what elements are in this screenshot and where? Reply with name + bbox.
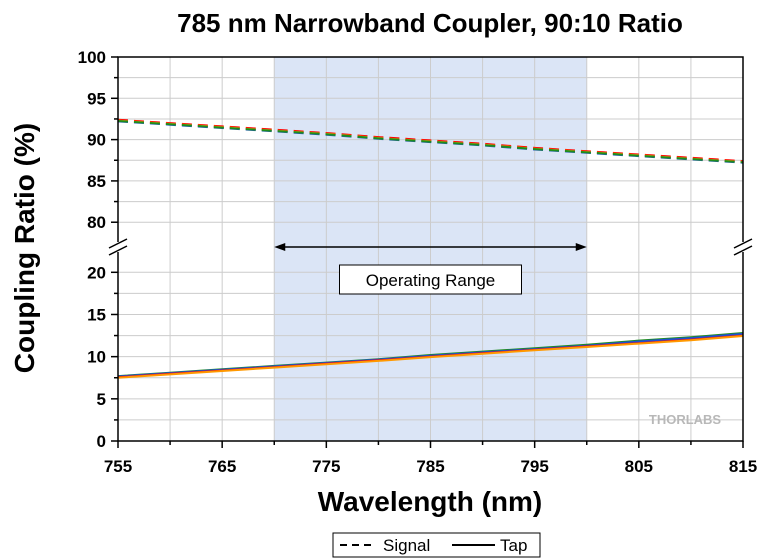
y-tick-label: 0: [97, 432, 106, 451]
operating-range-arrowhead-right: [575, 243, 587, 251]
legend-signal-label: Signal: [383, 536, 430, 555]
axis-break-slash: [733, 245, 753, 256]
y-tick-label: 90: [87, 131, 106, 150]
thorlabs-watermark: THORLABS: [649, 412, 722, 427]
tap-series-line: [117, 335, 744, 379]
axis-break-slash: [733, 238, 753, 249]
operating-range-arrowhead-left: [274, 243, 286, 251]
y-axis-title: Coupling Ratio (%): [9, 123, 40, 373]
grid-lines: [117, 56, 744, 442]
axis-ticks: 755 765 775 785 795 805 815 80 85 90 95 100 0 5 10 15 20: [78, 48, 758, 476]
chart-title: 785 nm Narrowband Coupler, 90:10 Ratio: [177, 8, 683, 38]
axis-break-gap: [109, 242, 127, 252]
series-layer: [117, 118, 744, 379]
x-tick-label: 765: [208, 457, 236, 476]
legend-tap-label: Tap: [500, 536, 527, 555]
x-tick-label: 795: [520, 457, 548, 476]
x-tick-label: 815: [729, 457, 757, 476]
y-tick-label: 95: [87, 89, 106, 108]
axis-break-slash: [108, 245, 128, 256]
axis-break-slash: [108, 238, 128, 249]
y-tick-label: 20: [87, 263, 106, 282]
operating-range-label-box: [339, 264, 522, 295]
y-tick-label: 5: [97, 390, 106, 409]
operating-range-annotation: Operating Range: [274, 243, 587, 295]
x-tick-label: 785: [416, 457, 444, 476]
y-tick-label: 100: [78, 48, 106, 67]
x-axis-title: Wavelength (nm): [318, 486, 543, 517]
y-tick-label: 10: [87, 348, 106, 367]
axis-break-marks: [108, 238, 753, 256]
x-tick-label: 755: [104, 457, 132, 476]
y-tick-label: 15: [87, 305, 106, 324]
operating-range-label: Operating Range: [366, 271, 495, 290]
y-tick-label: 85: [87, 172, 106, 191]
x-tick-label: 775: [312, 457, 340, 476]
legend: Signal Tap: [332, 532, 541, 558]
y-tick-label: 80: [87, 213, 106, 232]
x-tick-label: 805: [625, 457, 653, 476]
axis-break-gap: [734, 242, 752, 252]
signal-series-line: [117, 120, 744, 164]
